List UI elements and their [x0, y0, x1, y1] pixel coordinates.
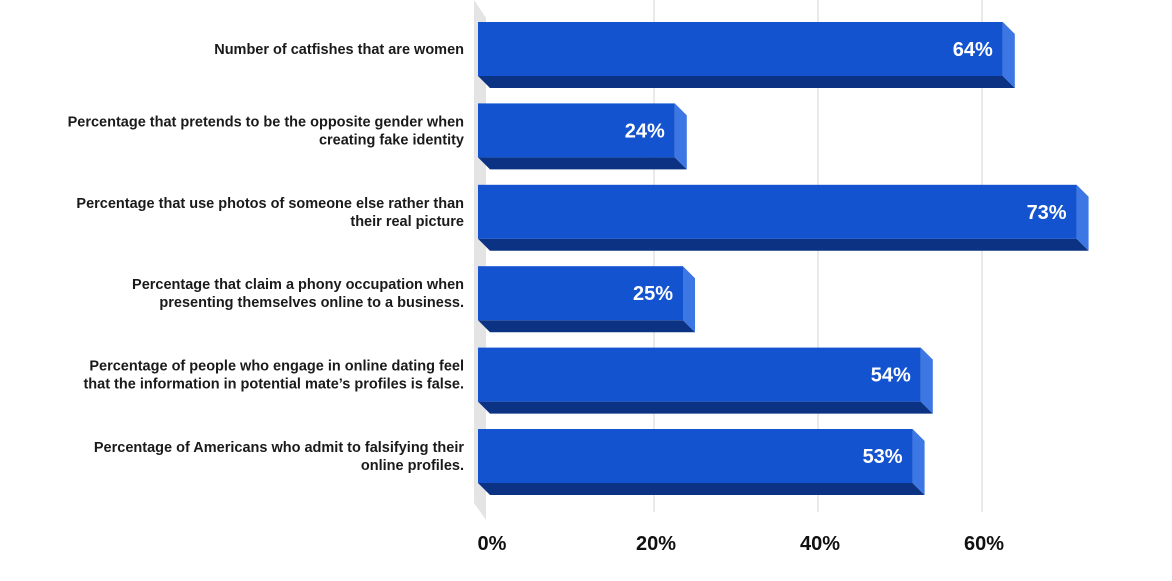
bar: 24% [478, 103, 687, 170]
bar-bottom-face [478, 238, 1089, 251]
data-label: 54% [871, 365, 911, 387]
bar-bottom-face [478, 401, 933, 414]
bar-side-face [674, 103, 687, 170]
bar-side-face [683, 266, 695, 333]
data-label: 24% [625, 120, 665, 142]
category-label: Percentage that claim a phony occupation… [132, 277, 464, 311]
category-label: Percentage that pretends to be the oppos… [68, 114, 464, 148]
x-tick-label: 20% [636, 533, 676, 555]
data-label: 64% [953, 39, 993, 61]
bar-bottom-face [478, 76, 1015, 88]
bar-front-face [478, 184, 1077, 239]
category-labels: Number of catfishes that are women Percen… [68, 42, 465, 474]
bar-front-face [478, 347, 921, 402]
bar-front-face [478, 103, 675, 158]
x-axis-ticks: 0% 20% 40% 60% [478, 533, 1005, 555]
category-label: Number of catfishes that are women [214, 42, 464, 58]
bars: 64% 24% 73% 25% 54% 53% [478, 22, 1089, 495]
bar-bottom-face [478, 483, 925, 495]
bar-bottom-face [478, 157, 687, 170]
bar: 53% [478, 429, 925, 495]
bar: 73% [478, 184, 1089, 251]
category-label: Percentage of Americans who admit to fal… [94, 440, 464, 474]
data-label: 25% [633, 283, 673, 305]
x-tick-label: 60% [964, 533, 1004, 555]
bar-side-face [1076, 184, 1089, 251]
x-tick-label: 0% [478, 533, 507, 555]
bar: 64% [478, 22, 1015, 88]
bar-front-face [478, 266, 683, 321]
x-tick-label: 40% [800, 533, 840, 555]
bar-side-face [920, 347, 933, 414]
bar-bottom-face [478, 320, 695, 333]
category-label: Percentage of people who engage in onlin… [83, 359, 464, 393]
bar-front-face [478, 22, 1003, 76]
bar: 25% [478, 266, 695, 333]
bar-side-face [912, 429, 925, 495]
data-label: 73% [1027, 202, 1067, 224]
bar-side-face [1002, 22, 1015, 88]
data-label: 53% [863, 446, 903, 468]
category-label: Percentage that use photos of someone el… [76, 196, 464, 230]
bar: 54% [478, 347, 933, 414]
bar-front-face [478, 429, 913, 483]
